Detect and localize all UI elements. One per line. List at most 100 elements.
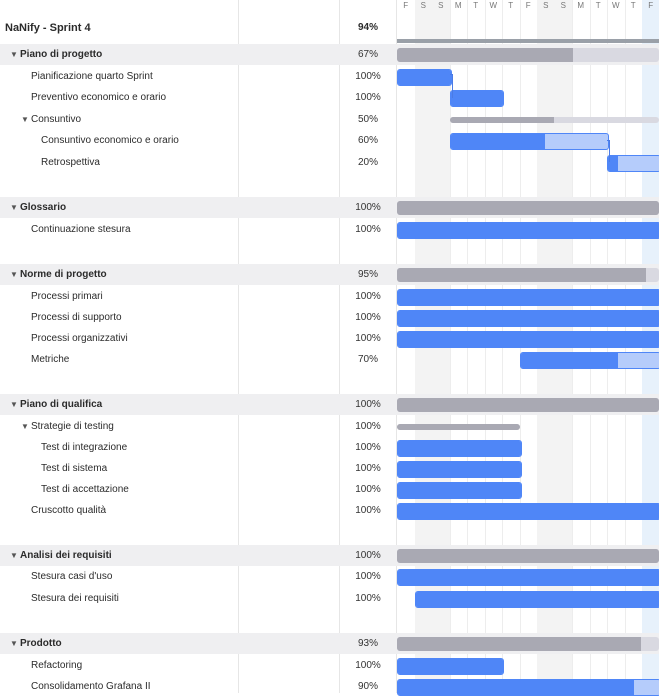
task-bar[interactable] (520, 352, 659, 369)
task-bar[interactable] (450, 133, 610, 150)
task-percent: 100% (340, 416, 396, 437)
task-name[interactable]: Test di integrazione (41, 437, 127, 458)
task-name[interactable]: Preventivo economico e orario (31, 87, 166, 108)
task-percent: 100% (340, 219, 396, 240)
group-summary-bar[interactable] (397, 398, 659, 412)
task-name[interactable]: Prodotto (20, 633, 62, 654)
collapse-toggle-icon[interactable]: ▼ (10, 394, 18, 415)
day-header: S (415, 0, 433, 14)
task-percent: 100% (340, 588, 396, 609)
day-header: T (467, 0, 485, 14)
task-bar[interactable] (415, 591, 659, 608)
task-name[interactable]: Retrospettiva (41, 152, 100, 173)
day-header: F (642, 0, 659, 14)
day-header: T (502, 0, 520, 14)
day-header: S (537, 0, 555, 14)
group-summary-bar[interactable] (397, 549, 659, 563)
progress-fill (397, 201, 659, 215)
progress-fill (398, 311, 659, 326)
progress-fill (398, 290, 659, 305)
task-name[interactable]: Consuntivo economico e orario (41, 130, 179, 151)
task-name[interactable]: Cruscotto qualità (31, 500, 106, 521)
collapse-toggle-icon[interactable]: ▼ (10, 633, 18, 654)
collapse-toggle-icon[interactable]: ▼ (10, 44, 18, 65)
task-name[interactable]: Pianificazione quarto Sprint (31, 66, 153, 87)
task-name[interactable]: Piano di qualifica (20, 394, 102, 415)
task-percent: 100% (340, 655, 396, 676)
progress-fill (398, 441, 521, 456)
group-summary-bar[interactable] (397, 424, 520, 430)
task-bar[interactable] (397, 482, 522, 499)
task-name[interactable]: Analisi dei requisiti (20, 545, 112, 566)
day-header: T (590, 0, 608, 14)
task-name[interactable]: Processi organizzativi (31, 328, 128, 349)
task-name[interactable]: Processi di supporto (31, 307, 122, 328)
task-bar[interactable] (397, 289, 659, 306)
task-bar[interactable] (397, 503, 659, 520)
task-bar[interactable] (397, 331, 659, 348)
collapse-toggle-icon[interactable]: ▼ (10, 264, 18, 285)
task-name[interactable]: Test di accettazione (41, 479, 129, 500)
day-header: M (572, 0, 590, 14)
task-percent: 100% (340, 394, 396, 415)
day-header: T (625, 0, 643, 14)
group-summary-bar[interactable] (397, 201, 659, 215)
progress-fill (397, 268, 646, 282)
task-bar[interactable] (397, 69, 452, 86)
task-name[interactable]: Continuazione stesura (31, 219, 131, 240)
collapse-toggle-icon[interactable]: ▼ (21, 416, 29, 437)
task-name[interactable]: Glossario (20, 197, 66, 218)
task-bar[interactable] (397, 658, 504, 675)
day-header: S (555, 0, 573, 14)
progress-fill (451, 134, 546, 149)
task-bar[interactable] (450, 90, 505, 107)
task-bar[interactable] (397, 440, 522, 457)
task-percent: 100% (340, 566, 396, 587)
task-bar[interactable] (397, 569, 659, 586)
collapse-toggle-icon[interactable]: ▼ (10, 197, 18, 218)
task-name[interactable]: Piano di progetto (20, 44, 102, 65)
progress-fill (397, 549, 659, 563)
task-name[interactable]: Strategie di testing (31, 416, 114, 437)
progress-fill (451, 91, 504, 106)
collapse-toggle-icon[interactable]: ▼ (10, 545, 18, 566)
task-bar[interactable] (607, 155, 659, 172)
task-percent: 60% (340, 130, 396, 151)
task-name[interactable]: Metriche (31, 349, 69, 370)
day-header: W (485, 0, 503, 14)
progress-fill (398, 332, 659, 347)
task-name[interactable]: Consolidamento Grafana II (31, 676, 151, 697)
group-summary-bar[interactable] (397, 48, 659, 62)
project-percent: 94% (340, 22, 396, 33)
task-name[interactable]: Stesura casi d'uso (31, 566, 112, 587)
task-row[interactable]: Refactoring 100% (0, 655, 659, 676)
task-bar[interactable] (397, 461, 522, 478)
task-bar[interactable] (397, 222, 659, 239)
group-summary-bar[interactable] (397, 268, 659, 282)
task-percent: 50% (340, 109, 396, 130)
collapse-toggle-icon[interactable]: ▼ (21, 109, 29, 130)
task-name[interactable]: Stesura dei requisiti (31, 588, 119, 609)
progress-fill (398, 570, 659, 585)
group-row[interactable]: ▼Strategie di testing 100% (0, 416, 659, 437)
task-name[interactable]: Processi primari (31, 286, 103, 307)
task-percent: 100% (340, 307, 396, 328)
group-summary-bar[interactable] (450, 117, 659, 123)
task-percent: 100% (340, 328, 396, 349)
group-summary-bar[interactable] (397, 637, 659, 651)
task-name[interactable]: Test di sistema (41, 458, 107, 479)
task-name[interactable]: Consuntivo (31, 109, 81, 130)
task-name[interactable]: Refactoring (31, 655, 82, 676)
task-name[interactable]: Norme di progetto (20, 264, 107, 285)
progress-fill (398, 659, 503, 674)
task-bar[interactable] (397, 679, 659, 696)
task-bar[interactable] (397, 310, 659, 327)
